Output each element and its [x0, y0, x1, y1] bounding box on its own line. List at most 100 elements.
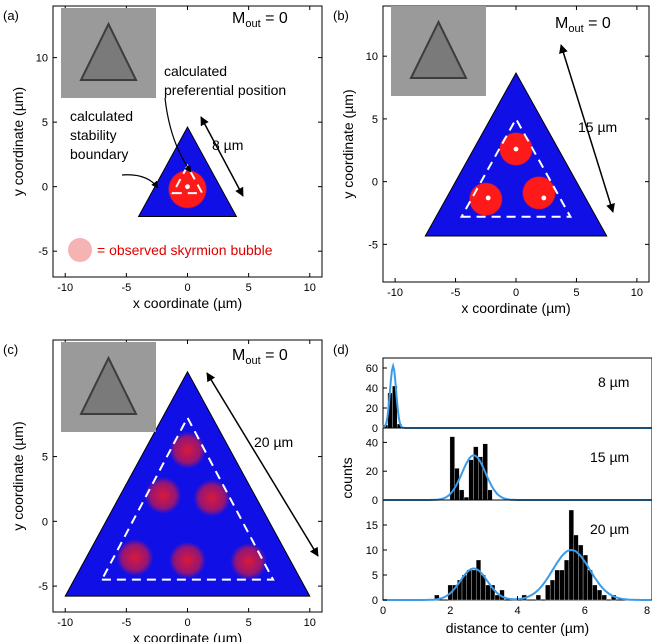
- y-axis-label-b: y coordinate (µm): [340, 89, 356, 198]
- hist-y-tick-label-0: 60: [366, 363, 378, 375]
- panel-b-size-label: 15 µm: [578, 119, 617, 135]
- skyrmion-bubble-c-1: [144, 477, 182, 514]
- panel-a-label: (a): [3, 8, 19, 23]
- panel-d-label: (d): [333, 342, 349, 357]
- panel-c-mout: Mout = 0: [232, 347, 288, 367]
- hist-bar-2-17: [554, 569, 560, 601]
- y-tick-label-b: 0: [372, 177, 378, 189]
- hist-bar-2-19: [564, 559, 570, 601]
- hist-bar-2-5: [466, 569, 472, 601]
- hist-x-tick-label: 8: [644, 605, 650, 617]
- hist-y-tick-label-1: 20: [366, 466, 378, 478]
- panel-d-plot: 0 20 40 60 0 20 40 0 5 10 15 0 2 4 6 8 distance to cente…: [339, 357, 652, 636]
- y-tick-label-c: -5: [38, 581, 48, 593]
- hist-bar-2-18: [559, 569, 565, 601]
- panel-a-size-label: 8 µm: [212, 137, 243, 153]
- y-tick-label-a: 5: [42, 117, 48, 129]
- x-tick-label-b: -5: [451, 287, 461, 299]
- hist-bar-2-25: [592, 584, 598, 601]
- hist-bar-2-10: [490, 584, 496, 601]
- hist-x-tick-label: 0: [380, 605, 386, 617]
- y-tick-label-b: 10: [366, 51, 378, 63]
- preferential-position-b-1: [485, 195, 491, 201]
- hist-y-tick-label-0: 40: [366, 383, 378, 395]
- hist-bar-1-2: [459, 489, 465, 501]
- hist-label-8um: 8 µm: [598, 374, 629, 390]
- legend-text: = observed skyrmion bubble: [97, 242, 273, 258]
- hist-bar-2-14: [535, 594, 541, 601]
- hist-bar-2-15: [545, 584, 551, 601]
- x-tick-label-c: -10: [57, 617, 73, 629]
- gaussian-fit-2: [383, 548, 652, 601]
- hist-y-tick-label-1: 40: [366, 437, 378, 449]
- hist-x-axis-label: distance to center (µm): [446, 620, 589, 636]
- panel-c-size-label: 20 µm: [254, 434, 293, 450]
- inset-triangle-c: [79, 355, 138, 415]
- hist-y-axis-label: counts: [339, 457, 355, 498]
- hist-x-tick-label: 4: [514, 605, 520, 617]
- x-axis-label-b: x coordinate (µm): [461, 300, 570, 316]
- skyrmion-bubble-b-1: [468, 182, 503, 217]
- x-tick-label-b: 5: [573, 287, 579, 299]
- y-tick-label-a: 0: [42, 182, 48, 194]
- preferential-position-a-0: [185, 184, 190, 190]
- hist-bar-2-7: [475, 559, 481, 601]
- x-tick-label-b: 10: [631, 287, 643, 299]
- y-axis-label-c: y coordinate (µm): [10, 421, 26, 530]
- x-tick-label-a: -10: [57, 282, 73, 294]
- stability-pointer: [121, 174, 159, 189]
- hist-y-tick-label-0: 0: [372, 423, 378, 435]
- y-tick-label-b: -5: [368, 239, 378, 251]
- panel-c-label: (c): [3, 342, 18, 357]
- inset-triangle-b: [409, 19, 468, 79]
- panel-b-plot: -10 -5 0 5 10 -5 0 5 10 x coordinate (µm) y coordi…: [340, 5, 650, 316]
- panel-a-plot: -10 -5 0 5 10 -5 0 5 10 x coordinate (µm) y coordi…: [10, 5, 323, 311]
- hist-y-tick-label-0: 20: [366, 403, 378, 415]
- preferential-pointer: [164, 97, 192, 173]
- size-arrow-a: [200, 116, 244, 197]
- preferential-position-b-0: [513, 146, 519, 152]
- x-tick-label-b: -10: [387, 287, 403, 299]
- x-tick-label-c: -5: [121, 617, 131, 629]
- skyrmion-bubble-b-2: [522, 176, 556, 210]
- hist-bar-2-27: [601, 594, 607, 601]
- legend-bubble: [68, 238, 92, 262]
- x-tick-label-c: 0: [184, 617, 190, 629]
- hist-label-20um: 20 µm: [590, 521, 629, 537]
- hist-y-tick-label-1: 0: [372, 495, 378, 507]
- skyrmion-bubble-c-2: [193, 479, 231, 517]
- skyrmion-bubble-c-5: [230, 543, 267, 580]
- x-tick-label-a: 5: [246, 282, 252, 294]
- x-tick-label-c: 10: [304, 617, 316, 629]
- size-arrow-c: [206, 372, 319, 557]
- stability-boundary-a: [171, 163, 204, 195]
- panel-b-label: (b): [333, 8, 349, 23]
- x-tick-label-b: 0: [513, 287, 519, 299]
- panel-c-plot: -10 -5 0 5 10 -5 0 5 x coordinate (µm) y coordina…: [10, 339, 323, 642]
- hist-bar-2-20: [568, 509, 574, 601]
- annot-preferential-1: calculated: [164, 63, 227, 79]
- annot-stability-2: stability: [70, 127, 117, 143]
- hist-y-tick-label-2: 10: [366, 545, 378, 557]
- x-tick-label-a: 10: [304, 282, 316, 294]
- preferential-position-b-2: [541, 195, 547, 201]
- hist-bar-1-4: [468, 459, 474, 501]
- x-tick-label-a: 0: [184, 282, 190, 294]
- hist-bar-2-6: [471, 569, 477, 601]
- y-tick-label-c: 5: [42, 452, 48, 464]
- hist-bar-2-16: [549, 579, 555, 601]
- y-axis-label-a: y coordinate (µm): [10, 87, 26, 196]
- inset-triangle-a: [79, 21, 138, 81]
- panel-b-mout: Mout = 0: [555, 15, 611, 35]
- hist-frame-2: [382, 499, 652, 601]
- skyrmion-bubble-c-4: [169, 541, 206, 579]
- x-tick-label-a: -5: [121, 282, 131, 294]
- hist-bar-2-26: [597, 589, 603, 601]
- y-tick-label-a: 10: [36, 53, 48, 65]
- skyrmion-bubble-c-0: [169, 431, 206, 469]
- annot-stability-1: calculated: [70, 108, 133, 124]
- skyrmion-bubble-c-3: [116, 539, 154, 576]
- hist-frame-0: [382, 357, 652, 429]
- panel-a-mout: Mout = 0: [232, 10, 288, 30]
